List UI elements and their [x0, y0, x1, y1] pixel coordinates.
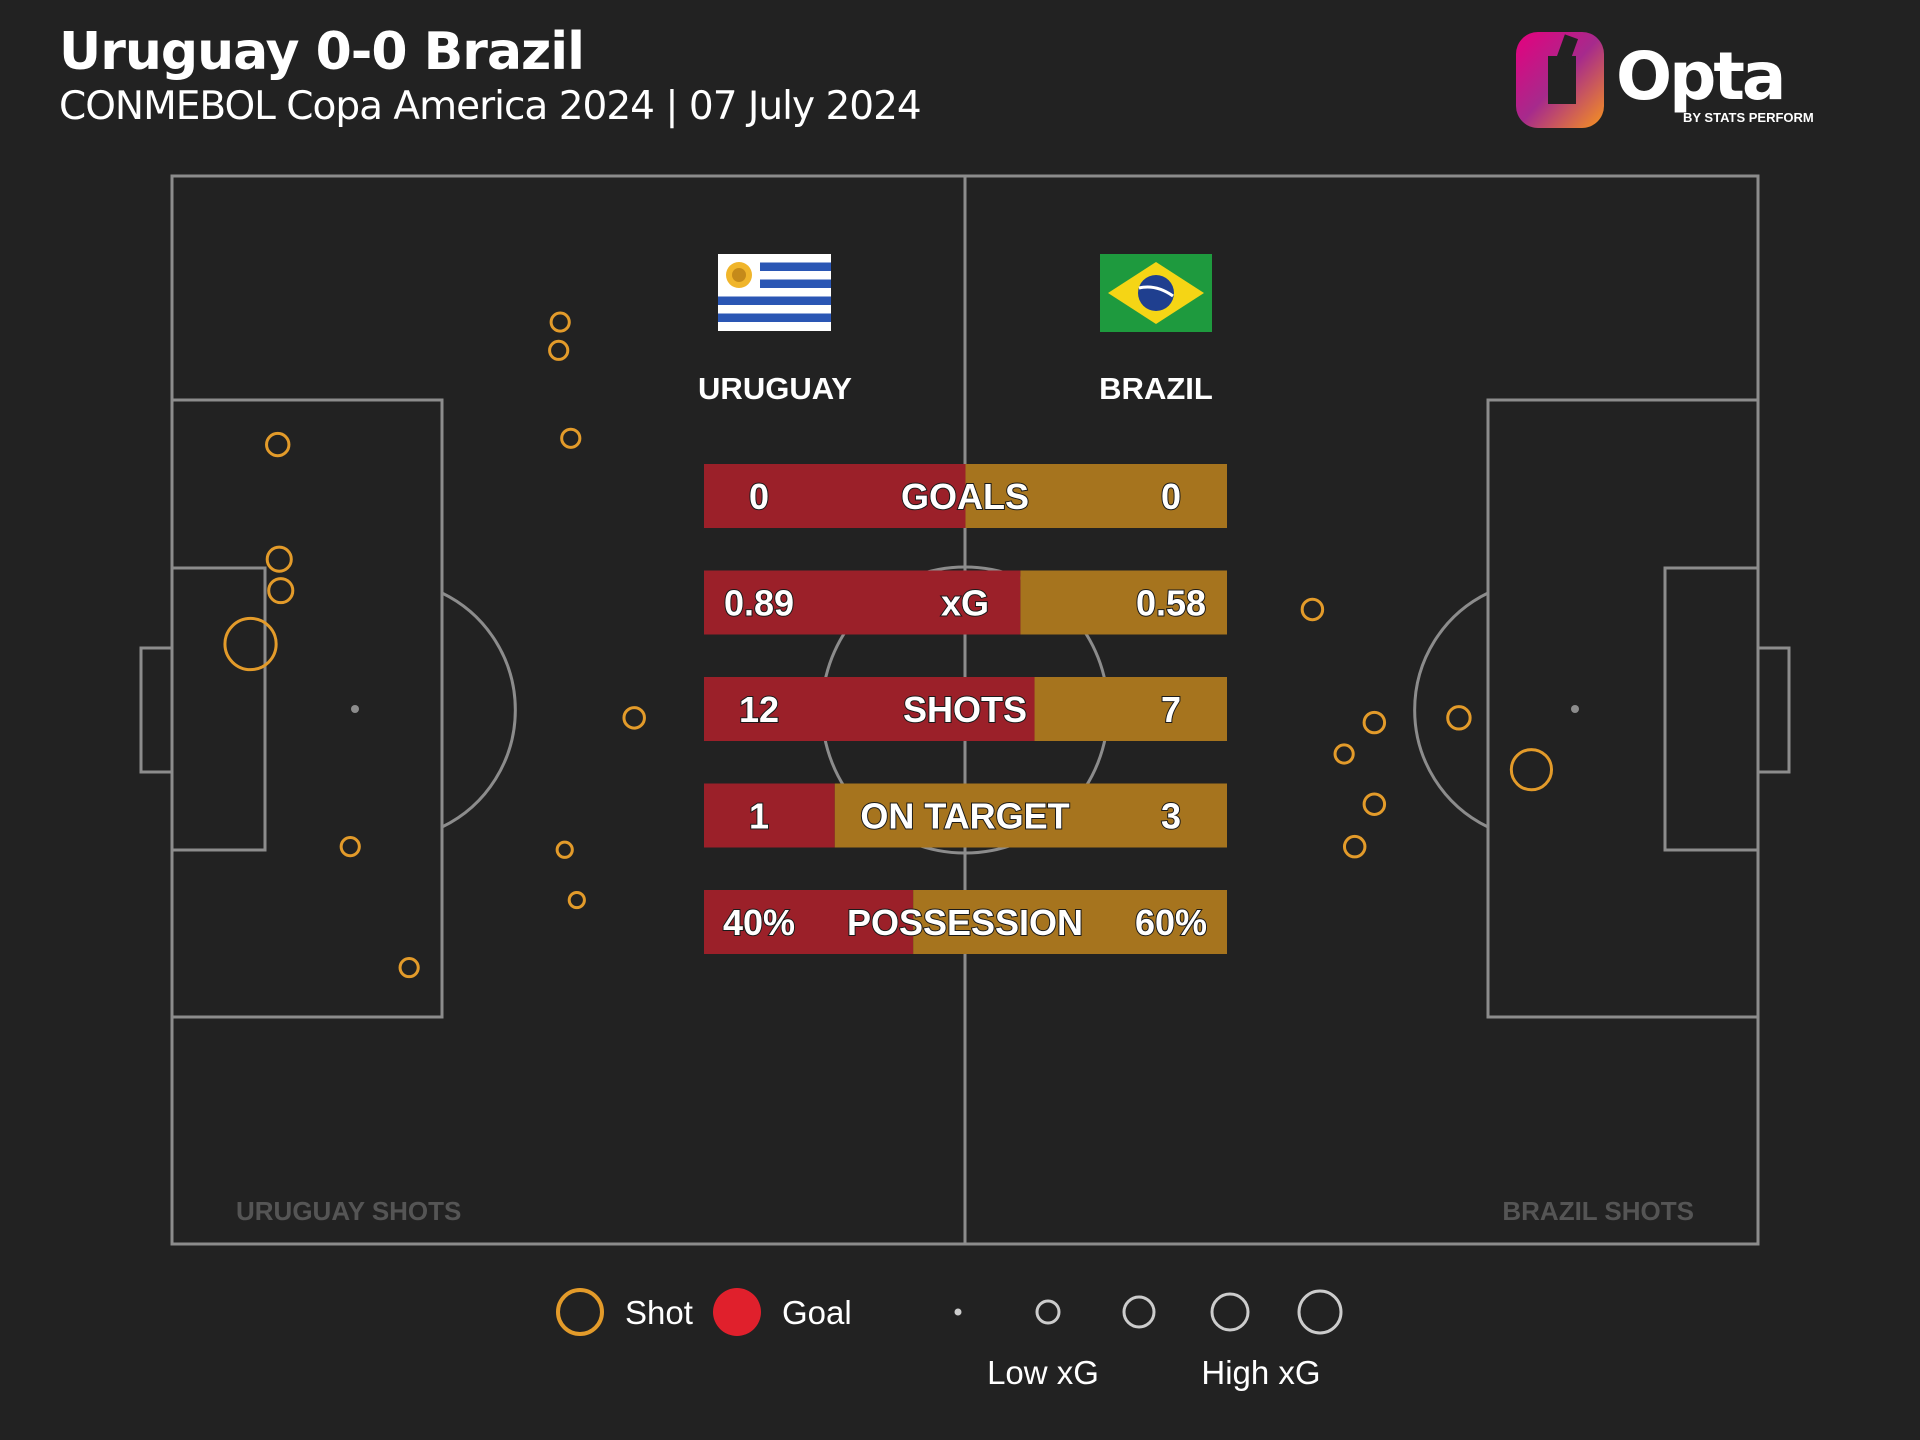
legend-xg-size-1 — [954, 1308, 962, 1316]
uruguay-shot-4 — [265, 431, 291, 458]
stat-away-value-shots: 7 — [1161, 689, 1181, 730]
stat-bar-away-goals — [965, 464, 1227, 528]
uruguay-shot-7 — [622, 706, 646, 730]
brazil-shot-1 — [1300, 597, 1325, 622]
stat-away-value-goals: 0 — [1161, 476, 1181, 517]
legend-xg-size-4 — [1210, 1292, 1250, 1332]
home-shots-label: URUGUAY SHOTS — [236, 1196, 461, 1226]
stat-away-value-xg: 0.58 — [1136, 583, 1206, 624]
home-team-name: URUGUAY — [698, 371, 852, 406]
stat-bar-away-shots — [1034, 677, 1227, 741]
stat-home-value-possession: 40% — [723, 902, 795, 943]
uruguay-shot-11 — [567, 890, 586, 910]
stat-home-value-on-target: 1 — [749, 796, 769, 837]
six-yard-box-right — [1663, 566, 1760, 852]
brazil-shot-7 — [1509, 748, 1554, 792]
legend-shot-label: Shot — [625, 1294, 693, 1331]
penalty-arc-right — [1413, 591, 1489, 829]
uruguay-shot-1 — [549, 311, 571, 333]
goal-right — [1756, 646, 1791, 774]
brazil-shot-6 — [1446, 705, 1472, 731]
away-team-name: BRAZIL — [1099, 371, 1213, 406]
legend-shot-marker — [556, 1288, 604, 1336]
stat-label-xg: xG — [941, 583, 989, 624]
stat-bar-home-on-target — [704, 783, 835, 848]
legend-goal-label: Goal — [782, 1294, 852, 1331]
brazil-shot-3 — [1333, 743, 1355, 765]
legend-xg-size-2 — [1035, 1299, 1061, 1325]
page-subtitle: CONMEBOL Copa America 2024 | 07 July 202… — [59, 84, 922, 129]
pitch-markings — [139, 174, 1791, 1246]
legend: Shot Goal Low xG High xG — [556, 1288, 1343, 1391]
penalty-arc-left — [441, 591, 517, 829]
stat-bar-home-goals — [704, 464, 966, 528]
opta-logo: Opta BY STATS PERFORM — [1508, 26, 1828, 134]
stat-label-shots: SHOTS — [903, 689, 1027, 730]
stat-away-value-possession: 60% — [1135, 902, 1207, 943]
six-yard-box-left — [170, 566, 267, 852]
uruguay-shot-2 — [548, 339, 570, 361]
stat-bar-away-xg — [1020, 570, 1227, 635]
stat-home-value-shots: 12 — [739, 689, 779, 730]
page-title: Uruguay 0-0 Brazil — [59, 22, 585, 82]
uruguay-shot-3 — [560, 427, 582, 449]
penalty-spot-left — [351, 705, 359, 713]
uruguay-flag — [718, 254, 831, 331]
penalty-area-left — [170, 398, 444, 1019]
goal-left — [139, 646, 174, 774]
legend-high-xg-label: High xG — [1201, 1354, 1320, 1391]
legend-xg-size-5 — [1297, 1289, 1343, 1335]
stat-bar-home-xg — [704, 570, 1021, 635]
penalty-area-right — [1486, 398, 1760, 1019]
brazil-shot-2 — [1362, 710, 1387, 735]
opta-logo-word: Opta — [1616, 38, 1786, 115]
legend-xg-size-3 — [1122, 1295, 1156, 1329]
stat-label-on-target: ON TARGET — [860, 796, 1069, 837]
away-shots-label: BRAZIL SHOTS — [1502, 1196, 1694, 1226]
stat-bar-home-shots — [704, 677, 1035, 741]
stat-bar-home-possession — [704, 890, 914, 954]
stat-away-value-on-target: 3 — [1161, 796, 1181, 837]
penalty-spot-right — [1571, 705, 1579, 713]
brazil-shot-5 — [1342, 834, 1367, 859]
stat-bar-away-on-target — [834, 783, 1227, 848]
uruguay-shot-10 — [555, 840, 574, 859]
stat-bar-away-possession — [913, 890, 1227, 954]
stat-home-value-xg: 0.89 — [724, 583, 794, 624]
legend-low-xg-label: Low xG — [987, 1354, 1099, 1391]
legend-goal-marker — [713, 1288, 761, 1336]
stat-home-value-goals: 0 — [749, 476, 769, 517]
uruguay-shot-8 — [223, 616, 278, 672]
stat-label-goals: GOALS — [901, 476, 1029, 517]
stat-label-possession: POSSESSION — [847, 902, 1083, 943]
opta-logo-icon — [1516, 32, 1604, 128]
uruguay-shot-6 — [267, 577, 295, 605]
match-stats: 0 GOALS 0 0.89 xG 0.58 12 SHOTS 7 1 ON TARGET 3 40% P… — [704, 464, 1227, 954]
shot-markers — [223, 311, 1554, 979]
uruguay-shot-12 — [398, 956, 420, 979]
brazil-flag — [1100, 254, 1212, 332]
uruguay-shot-9 — [339, 836, 361, 858]
opta-logo-tagline: BY STATS PERFORM — [1683, 110, 1814, 125]
brazil-shot-4 — [1362, 792, 1387, 816]
uruguay-shot-5 — [265, 545, 293, 573]
